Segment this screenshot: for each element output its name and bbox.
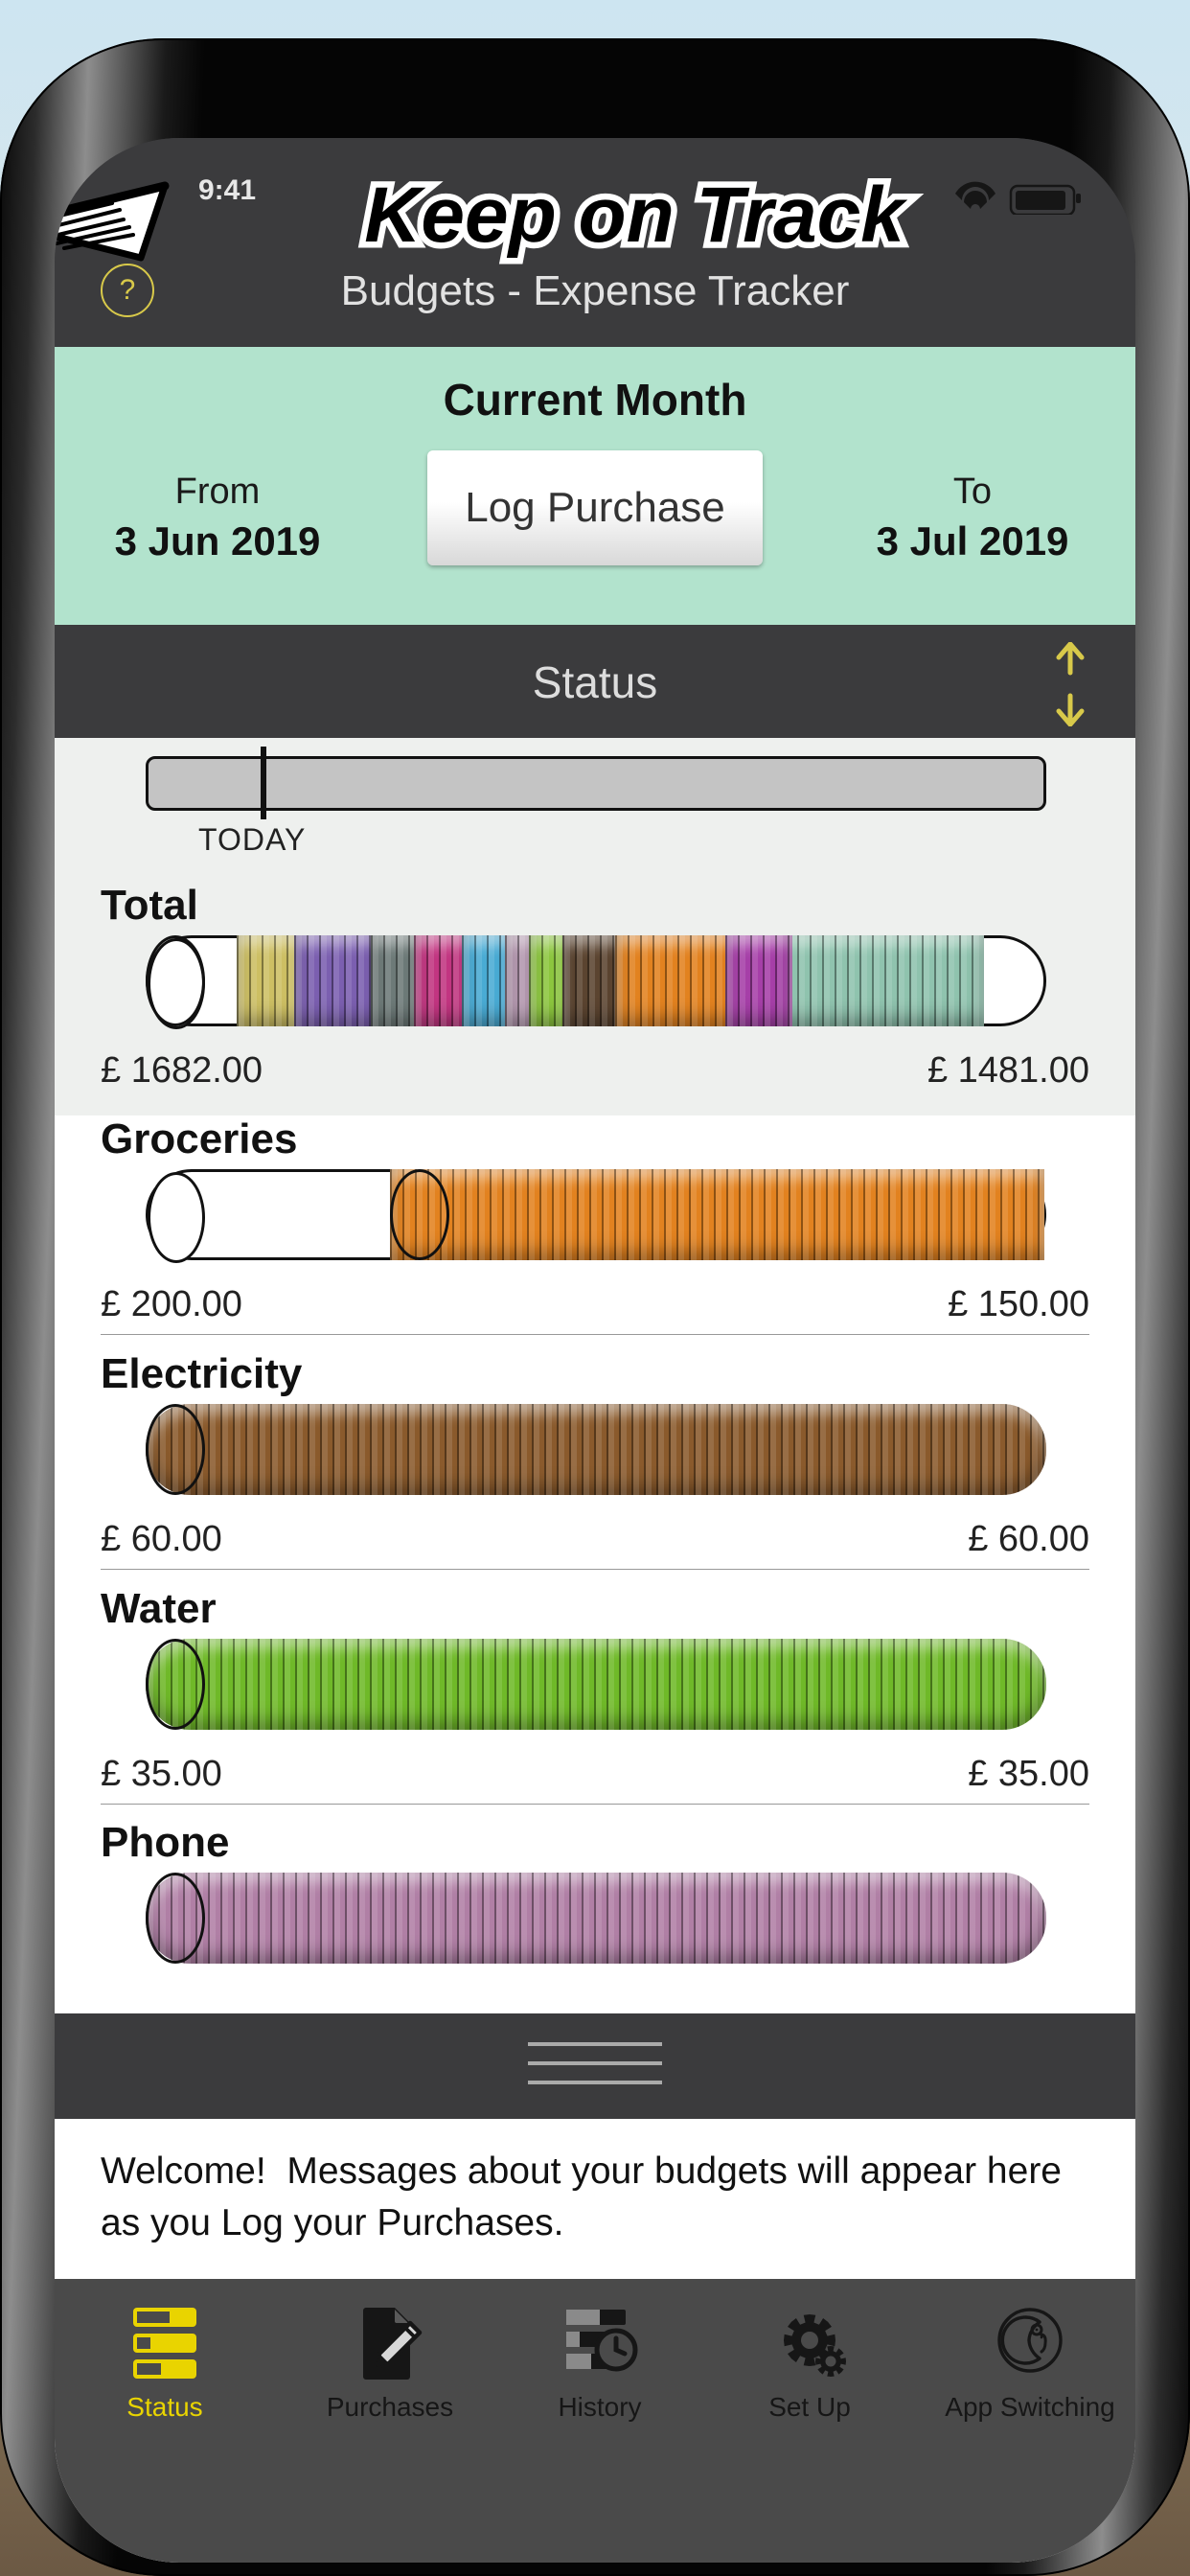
svg-text:Keep on Track: Keep on Track bbox=[364, 172, 908, 259]
